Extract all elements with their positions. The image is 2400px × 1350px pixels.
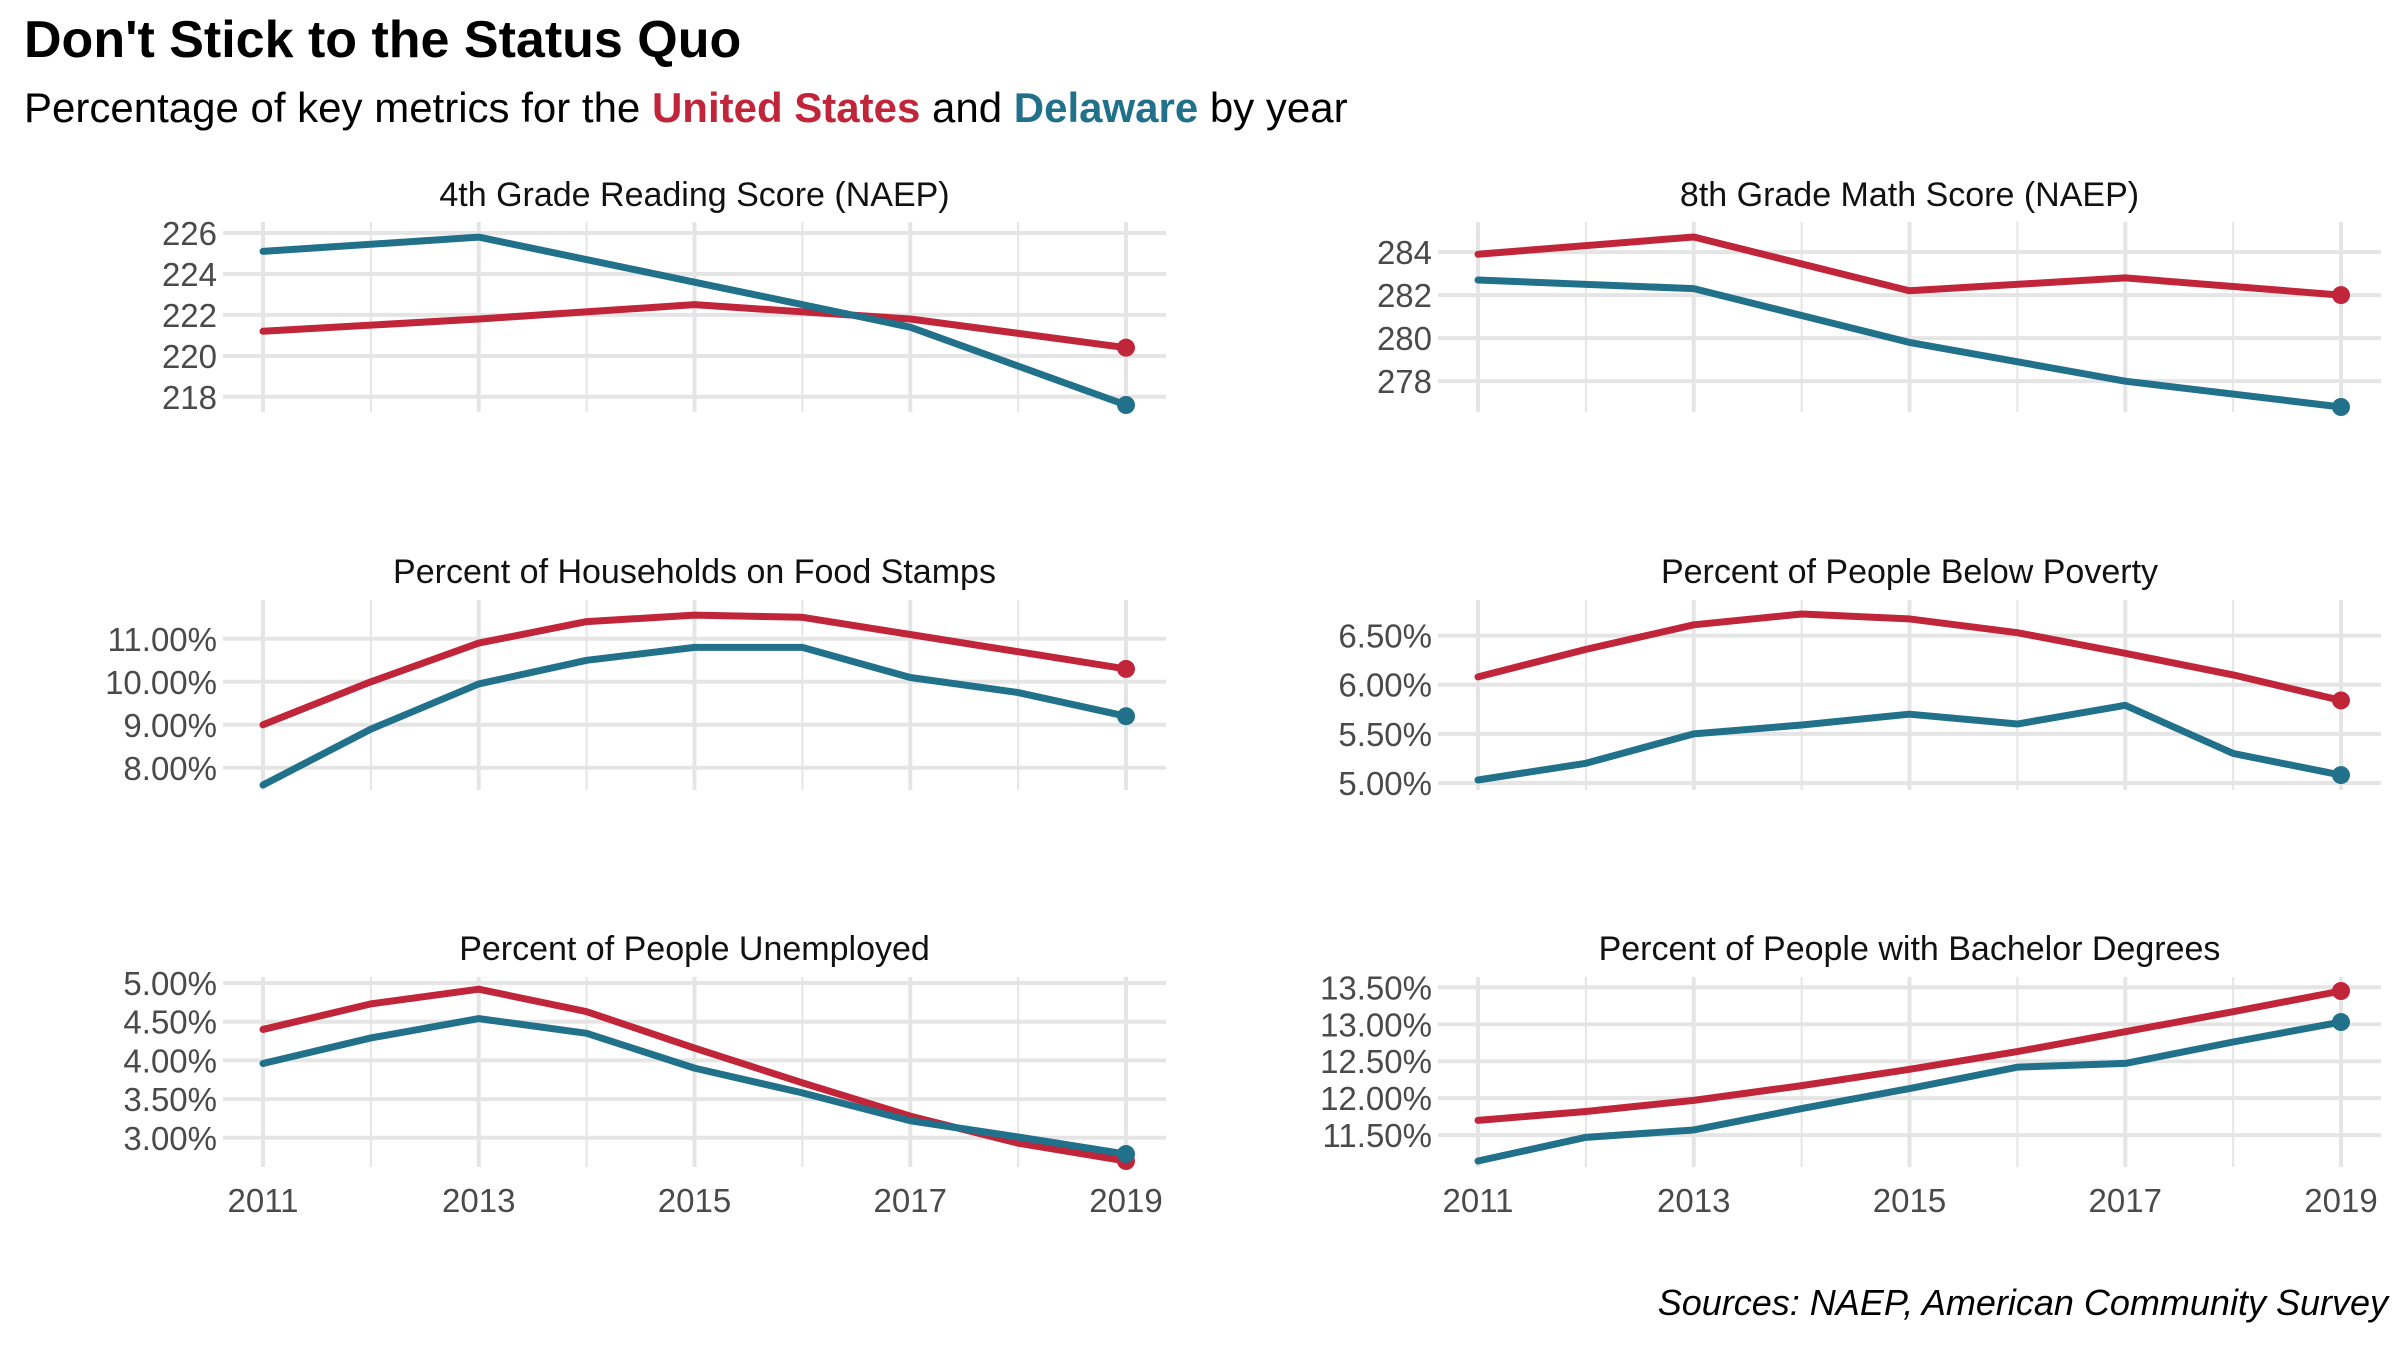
- panel-title: Percent of People with Bachelor Degrees: [1599, 930, 2221, 968]
- chart-title: Don't Stick to the Status Quo: [24, 11, 742, 69]
- series-endpoint-delaware: [1117, 1145, 1135, 1164]
- series-endpoint-united-states: [1117, 659, 1135, 678]
- y-tick-label: 218: [162, 379, 217, 416]
- x-tick-label: 2013: [442, 1182, 515, 1219]
- y-tick-label: 284: [1377, 234, 1432, 271]
- series-line-united-states: [1474, 610, 2345, 704]
- panel-title: Percent of People Below Poverty: [1661, 553, 2158, 591]
- y-tick-label: 6.00%: [1338, 667, 1432, 704]
- y-tick-label: 5.00%: [123, 965, 217, 1002]
- series-endpoint-delaware: [2332, 398, 2350, 416]
- panel-title: 4th Grade Reading Score (NAEP): [439, 176, 949, 214]
- y-tick-label: 226: [162, 215, 217, 252]
- series-line-delaware: [259, 643, 1130, 789]
- series-line-united-states: [259, 301, 1130, 352]
- x-tick-label: 2019: [2304, 1182, 2377, 1219]
- series-endpoint-delaware: [2332, 766, 2350, 785]
- series-endpoint-delaware: [1117, 707, 1135, 726]
- y-tick-label: 6.50%: [1338, 618, 1432, 655]
- series-endpoint-united-states: [2332, 691, 2350, 710]
- x-tick-label: 2011: [1443, 1182, 1514, 1219]
- panel-title: Percent of Households on Food Stamps: [393, 553, 996, 591]
- x-tick-label: 2013: [1657, 1182, 1730, 1219]
- x-tick-label: 2015: [658, 1182, 731, 1219]
- series-line-delaware: [1474, 701, 2345, 784]
- y-tick-label: 3.00%: [123, 1120, 217, 1157]
- y-tick-label: 5.00%: [1338, 765, 1432, 802]
- series-endpoint-delaware: [1117, 396, 1135, 414]
- y-tick-label: 220: [162, 338, 217, 375]
- subtitle-and: and: [932, 84, 1003, 131]
- subtitle-suffix: by year: [1209, 84, 1348, 131]
- y-tick-label: 10.00%: [105, 664, 217, 701]
- y-tick-label: 13.50%: [1320, 969, 1432, 1006]
- x-tick-label: 2015: [1873, 1182, 1946, 1219]
- subtitle-prefix: Percentage of key metrics for the: [24, 84, 641, 131]
- series-line-united-states: [259, 611, 1130, 729]
- y-tick-label: 280: [1377, 320, 1432, 357]
- y-tick-label: 9.00%: [123, 707, 217, 744]
- series-line-delaware: [259, 1015, 1130, 1158]
- y-tick-label: 13.00%: [1320, 1006, 1432, 1043]
- x-tick-label: 2017: [874, 1182, 947, 1219]
- y-tick-label: 4.00%: [123, 1042, 217, 1079]
- x-tick-label: 2017: [2089, 1182, 2162, 1219]
- y-tick-label: 12.50%: [1320, 1043, 1432, 1080]
- series-endpoint-delaware: [2332, 1013, 2350, 1032]
- chart-subtitle: Percentage of key metrics for the United…: [24, 84, 1348, 132]
- x-tick-label: 2011: [228, 1182, 299, 1219]
- y-tick-label: 4.50%: [123, 1004, 217, 1041]
- y-tick-label: 12.00%: [1320, 1080, 1432, 1117]
- y-tick-label: 3.50%: [123, 1081, 217, 1118]
- y-tick-label: 224: [162, 256, 217, 293]
- subtitle-de-label: Delaware: [1013, 84, 1199, 131]
- panel-title: Percent of People Unemployed: [459, 930, 930, 968]
- series-line-delaware: [259, 233, 1130, 409]
- source-caption: Sources: NAEP, American Community Survey: [1657, 1282, 2388, 1323]
- series-endpoint-united-states: [1117, 338, 1135, 357]
- x-tick-label: 2019: [1089, 1182, 1162, 1219]
- y-tick-label: 8.00%: [123, 750, 217, 787]
- y-tick-label: 11.00%: [108, 621, 217, 658]
- y-tick-label: 282: [1377, 277, 1432, 314]
- y-tick-label: 278: [1377, 363, 1432, 400]
- series-line-united-states: [1474, 233, 2345, 299]
- series-line-delaware: [1474, 1018, 2345, 1165]
- panel-title: 8th Grade Math Score (NAEP): [1680, 176, 2139, 214]
- y-tick-label: 11.50%: [1323, 1117, 1432, 1154]
- y-tick-label: 5.50%: [1338, 716, 1432, 753]
- series-endpoint-united-states: [2332, 286, 2350, 305]
- series-line-delaware: [1474, 276, 2345, 411]
- subtitle-us-label: United States: [651, 84, 921, 131]
- series-endpoint-united-states: [2332, 982, 2350, 1000]
- series-line-united-states: [1474, 987, 2345, 1124]
- y-tick-label: 222: [162, 297, 217, 334]
